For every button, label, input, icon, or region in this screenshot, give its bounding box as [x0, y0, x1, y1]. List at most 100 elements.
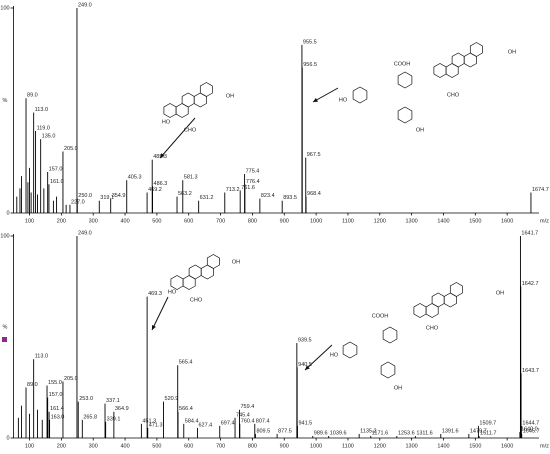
- x-tick-label: 800: [248, 443, 257, 449]
- peak-label: 364.9: [115, 406, 129, 412]
- y-tick-label: 0: [7, 210, 10, 216]
- peak-label: 469.3: [148, 291, 162, 297]
- x-tick-label: 1200: [374, 218, 386, 224]
- peak-label: 809.5: [256, 428, 270, 434]
- x-tick-label: 600: [184, 218, 193, 224]
- structure-ring: [397, 71, 413, 89]
- arrow-head: [152, 325, 156, 330]
- structure-ring: [170, 275, 184, 290]
- y-axis-label: %: [3, 98, 8, 104]
- peak-label: 955.5: [303, 39, 317, 45]
- x-tick-label: 1300: [406, 443, 418, 449]
- y-tick-label: 0: [7, 435, 10, 441]
- peak-label: 1642.7: [522, 281, 539, 287]
- peak-label: 584.4: [185, 418, 199, 424]
- x-tick-label: 700: [216, 218, 225, 224]
- peak-label: 823.4: [261, 193, 275, 199]
- peak-label: 940.5: [298, 362, 312, 368]
- x-tick-label: 1300: [406, 218, 418, 224]
- structure-label: COOH: [394, 61, 411, 67]
- arrow-head: [160, 153, 165, 158]
- x-tick-label: 300: [89, 218, 98, 224]
- peak-label: 565.4: [179, 360, 193, 366]
- structure-ring: [181, 92, 195, 108]
- x-tick-label: 100: [25, 218, 34, 224]
- structure-label: CHO: [184, 127, 197, 133]
- x-tick-label: 1400: [437, 218, 449, 224]
- peak-label: 939.5: [298, 338, 312, 344]
- peak-label: 89.0: [27, 382, 38, 388]
- x-tick-label: 1000: [310, 443, 322, 449]
- x-tick-label: 100: [25, 443, 34, 449]
- structure-ring: [380, 361, 396, 379]
- peak-label: 968.4: [307, 191, 321, 197]
- structure-label: HO: [162, 119, 171, 125]
- peak-label: 1253.6: [398, 430, 415, 436]
- structure-ring: [449, 282, 463, 297]
- peak-label: 471.3: [149, 422, 163, 428]
- peak-label: 713.2: [226, 187, 240, 193]
- peak-label: 161.4: [50, 406, 64, 412]
- peak-label: 1135.2: [360, 428, 376, 434]
- x-axis-label: m/z: [540, 443, 549, 449]
- x-tick-label: 900: [280, 443, 289, 449]
- peak-label: 775.4: [246, 169, 260, 175]
- structure-label: OH: [232, 259, 240, 265]
- peak-label: 563.2: [178, 191, 192, 197]
- peak-label: 249.0: [78, 230, 92, 236]
- structure-label: CHO: [426, 325, 439, 331]
- peak-label: 119.0: [37, 125, 50, 131]
- peak-label: 155.0: [48, 380, 62, 386]
- x-tick-label: 200: [57, 443, 66, 449]
- structure-ring: [342, 341, 358, 359]
- structure-label: HO: [330, 352, 339, 358]
- x-tick-label: 400: [120, 443, 129, 449]
- peak-label: 1039.6: [330, 430, 347, 436]
- x-axis-label: m/z: [540, 218, 549, 224]
- x-tick-label: 1100: [342, 443, 354, 449]
- peak-label: 1641.7: [521, 230, 538, 236]
- structure-ring: [188, 264, 202, 280]
- x-tick-label: 600: [184, 443, 193, 449]
- peak-label: 1171.6: [372, 430, 388, 436]
- arrow-head: [305, 365, 310, 370]
- peak-label: 485.3: [153, 154, 167, 160]
- structure-ring: [431, 292, 445, 308]
- peak-label: 956.5: [303, 62, 317, 68]
- peak-label: 157.0: [49, 392, 63, 398]
- peak-label: 1311.6: [416, 430, 432, 436]
- peak-label: 1511.7: [480, 430, 496, 436]
- peak-label: 1640.0: [521, 426, 538, 432]
- structure-label: HO: [168, 289, 177, 295]
- arrow: [304, 344, 333, 371]
- x-tick-label: 200: [57, 218, 66, 224]
- peak-label: 627.4: [198, 422, 212, 428]
- y-tick-label: 100: [0, 5, 9, 11]
- x-tick-label: 800: [248, 218, 257, 224]
- x-tick-label: 500: [152, 218, 161, 224]
- x-tick-label: 1400: [437, 443, 449, 449]
- structure-ring: [397, 106, 413, 124]
- x-tick-label: 700: [216, 443, 225, 449]
- peak-label: 631.2: [200, 195, 214, 201]
- arrow: [312, 87, 339, 103]
- structure-ring: [352, 86, 368, 104]
- peak-label: 967.5: [307, 152, 321, 158]
- y-tick-label: 100: [0, 233, 9, 239]
- peak-label: 776.4: [246, 179, 260, 185]
- structure-label: OH: [496, 290, 504, 296]
- peak-label: 135.0: [42, 134, 56, 140]
- peak-label: 893.5: [283, 195, 297, 201]
- peak-label: 250.0: [78, 193, 92, 199]
- x-tick-label: 300: [89, 443, 98, 449]
- y-axis-label: %: [3, 324, 8, 330]
- peak-label: 1509.7: [479, 420, 496, 426]
- peak-label: 337.1: [106, 398, 120, 404]
- peak-label: 405.3: [128, 175, 142, 181]
- arrow-head: [313, 97, 318, 102]
- structure-ring: [469, 42, 483, 57]
- x-tick-label: 1500: [469, 443, 481, 449]
- peak-label: 1391.6: [442, 428, 459, 434]
- x-tick-label: 900: [280, 218, 289, 224]
